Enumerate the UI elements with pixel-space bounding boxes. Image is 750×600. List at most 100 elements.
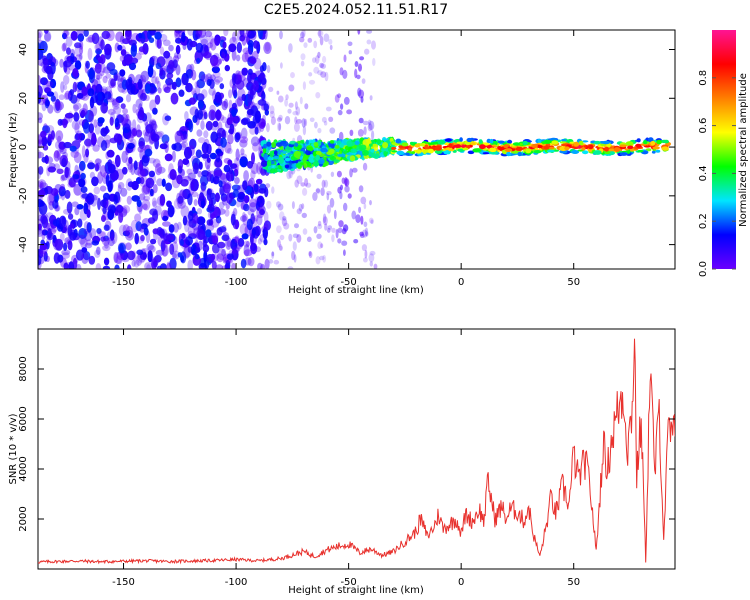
spectrogram-blob [216, 253, 224, 263]
spectrogram-blob [249, 57, 257, 64]
spectrogram-blob [221, 225, 227, 234]
spectrogram-blob [302, 81, 306, 90]
spectrogram-blob [174, 134, 181, 146]
spectrogram-blob [182, 43, 187, 50]
spectrogram-blob [191, 69, 197, 81]
spectrogram-blob [296, 234, 302, 243]
spectrogram-blob [448, 143, 453, 148]
spectrogram-blob [75, 249, 85, 261]
spectrogram-blob [156, 195, 166, 206]
spectrogram-blob [100, 63, 106, 73]
spectrogram-blob [82, 103, 88, 115]
spectrogram-blob [165, 77, 174, 86]
spectrogram-blob [143, 30, 149, 39]
spectrogram-blob [233, 72, 242, 85]
spectrogram-blob [241, 233, 249, 240]
spectrogram-blob [240, 215, 248, 222]
spectrogram-blob [317, 70, 323, 76]
spectrogram-blob [102, 192, 110, 201]
spectrogram-blob [212, 232, 219, 244]
spectrogram-blob [329, 44, 333, 51]
spectrogram-blob [312, 192, 318, 201]
spectrogram-blob [359, 56, 365, 61]
spectrogram-blob [323, 179, 329, 188]
spectrogram-blob [213, 160, 223, 168]
spectrogram-blob [264, 258, 270, 269]
spectrogram-blob [367, 119, 372, 126]
spectrogram-blob [76, 263, 82, 269]
spectrogram-blob [174, 52, 179, 59]
spectrogram-blob [234, 235, 240, 242]
spectrogram-blob [84, 242, 93, 249]
spectrogram-blob [159, 66, 164, 77]
spectrogram-blob [355, 214, 361, 224]
spectrogram-blob [370, 219, 374, 225]
spectrogram-blob [182, 215, 188, 226]
spectrogram-blob [643, 140, 648, 145]
spectrogram-blob [243, 195, 250, 204]
spectrogram-blob [80, 172, 86, 180]
spectrogram-blob [337, 109, 343, 116]
spectrogram-blob [307, 146, 314, 152]
spectrogram-blob [196, 79, 205, 89]
spectrogram-blob [239, 30, 245, 38]
spectrogram-blob [353, 239, 359, 244]
spectrogram-blob [247, 72, 252, 84]
spectrogram-blob [115, 204, 124, 213]
spectrogram-blob [38, 32, 42, 41]
spectrogram-blob [125, 94, 132, 103]
spectrogram-blob [63, 141, 72, 149]
spectrogram-blob [369, 95, 373, 101]
spectrogram-blob [280, 62, 283, 69]
spectrogram-blob [209, 38, 217, 51]
spectrogram-blob [230, 238, 238, 251]
spectrogram-blob [296, 119, 303, 124]
spectrogram-blob [169, 258, 177, 269]
spectrogram-blob [178, 189, 188, 201]
spectrogram-blob [177, 159, 184, 171]
spectrogram-blob [291, 250, 296, 261]
spectrogram-blob [459, 137, 463, 143]
spectrogram-blob [85, 148, 90, 158]
spectrogram-blob [236, 42, 242, 54]
spectrogram-blob [281, 218, 288, 227]
spectrogram-blob [206, 79, 212, 86]
spectrogram-blob [207, 257, 212, 265]
spectrogram-blob [163, 50, 171, 59]
spectrogram-blob [373, 263, 378, 269]
spectrogram-blob [104, 240, 109, 249]
spectrogram-blob [279, 234, 285, 241]
spectrogram-blob [259, 118, 266, 129]
spectrogram-blob [226, 253, 234, 260]
spectrogram-blob [376, 139, 382, 145]
spectrogram-blob [313, 66, 320, 74]
spectrogram-blob [337, 153, 344, 158]
spectrogram-blob [478, 139, 483, 144]
spectrogram-blob [362, 149, 369, 156]
spectrogram-blob [240, 148, 245, 156]
snr-x-tick-label: 50 [567, 577, 580, 588]
spectrogram-blob [56, 149, 61, 161]
spectrogram-blob [151, 258, 157, 269]
spectrogram-blob [489, 147, 497, 153]
spectrogram-blob [194, 84, 201, 97]
spectrogram-blob [294, 101, 298, 110]
spectrogram-x-tick-label: 50 [567, 277, 580, 288]
spectrogram-blob [53, 238, 61, 251]
spectrogram-blob [315, 188, 321, 194]
spectrogram-blob [284, 157, 291, 162]
spectrogram-blob [214, 34, 221, 46]
spectrogram-blob [83, 221, 90, 231]
spectrogram-blob [122, 224, 130, 236]
spectrogram-blob [49, 228, 57, 235]
spectrogram-blob [281, 140, 289, 147]
spectrogram-blob [132, 119, 137, 130]
spectrogram-blob [43, 86, 51, 93]
spectrogram-blob [38, 228, 44, 237]
spectrogram-blob [62, 32, 67, 40]
spectrogram-blob [182, 158, 190, 166]
spectrogram-blob [166, 200, 172, 208]
spectrogram-blob [467, 150, 475, 155]
spectrogram-blob [131, 259, 136, 267]
spectrogram-blob [587, 144, 594, 150]
